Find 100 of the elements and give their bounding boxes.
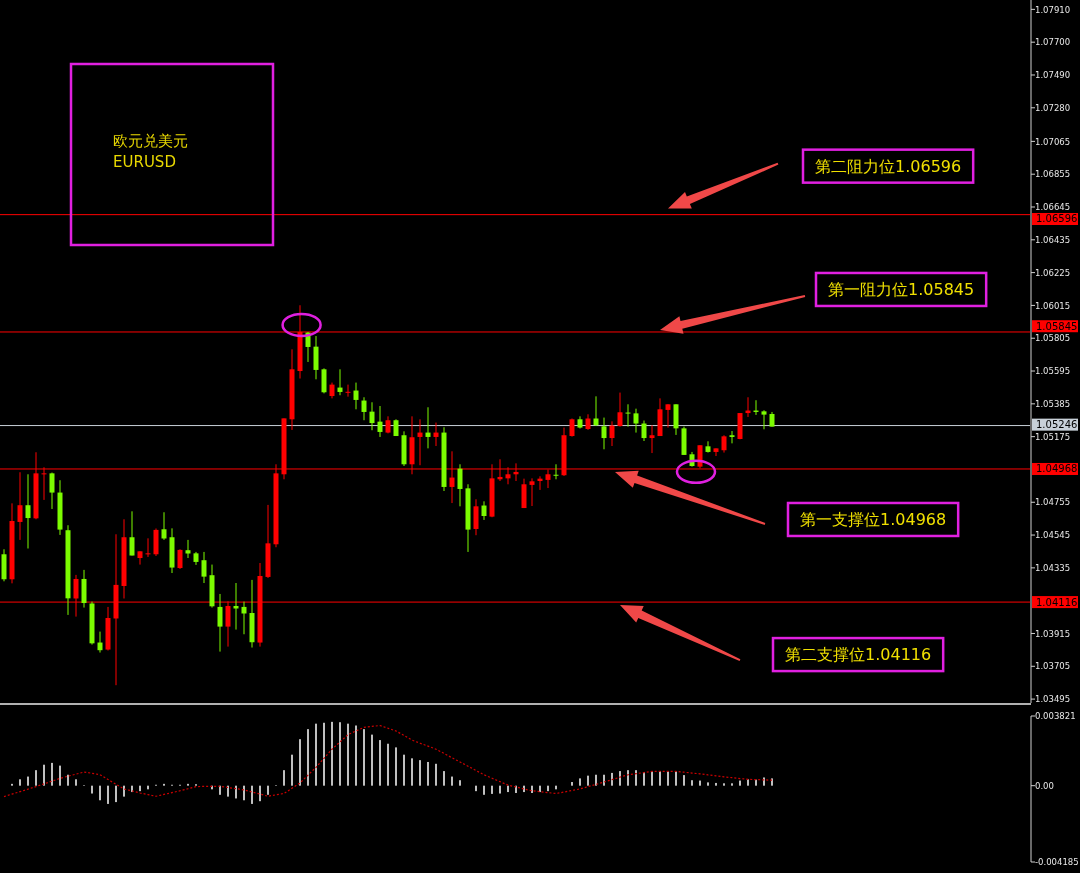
- bar: [259, 785, 261, 802]
- bar: [507, 785, 509, 793]
- candlestick: [529, 477, 535, 507]
- bar: [43, 764, 45, 786]
- bar: [619, 771, 621, 786]
- candlestick: [425, 406, 431, 449]
- candlestick: [369, 401, 375, 431]
- bar: [691, 780, 693, 786]
- candlestick: [217, 593, 223, 653]
- candlestick: [17, 471, 23, 541]
- bar: [771, 778, 773, 786]
- y-tick-label: 1.04755: [1035, 497, 1071, 508]
- candlestick: [161, 511, 167, 541]
- bar: [499, 785, 501, 794]
- candlestick: [185, 539, 191, 559]
- candlestick: [697, 444, 703, 469]
- bar: [675, 771, 677, 786]
- annotation: 第二阻力位1.06596: [815, 156, 962, 176]
- ref-label: 1.04116: [1036, 596, 1078, 608]
- bar: [347, 723, 349, 786]
- candlestick: [601, 417, 607, 450]
- title: 欧元兑美元: [113, 132, 188, 150]
- bar: [291, 754, 293, 786]
- bar: [419, 760, 421, 786]
- candlestick: [73, 574, 79, 618]
- bar: [115, 785, 117, 803]
- ref-label: 1.04968: [1036, 463, 1078, 475]
- annotation: 第一支撑位1.04968: [800, 510, 947, 529]
- candlestick: [97, 631, 103, 654]
- candlestick: [353, 382, 359, 410]
- y-tick-label: 1.06855: [1035, 169, 1071, 180]
- bar: [283, 770, 285, 786]
- annotation: 第二支撑位1.04116: [785, 645, 932, 665]
- candlestick: [137, 550, 143, 566]
- bar: [403, 754, 405, 786]
- bar: [683, 775, 685, 786]
- bar: [659, 771, 661, 786]
- bar: [699, 780, 701, 786]
- candlestick: [129, 510, 135, 557]
- bar: [51, 762, 53, 786]
- ref-label: 1.05246: [1036, 419, 1078, 431]
- bar: [603, 774, 605, 786]
- candlestick: [201, 551, 207, 584]
- candlestick: [665, 403, 671, 429]
- y-tick-label: 1.03915: [1035, 628, 1071, 639]
- bar: [355, 725, 357, 786]
- y-tick-label: 1.07065: [1035, 136, 1071, 147]
- candlestick: [457, 463, 463, 507]
- y-tick-label: 1.07700: [1035, 37, 1071, 48]
- candlestick: [505, 466, 511, 485]
- bar: [267, 785, 269, 795]
- y-tick-label: 1.05595: [1035, 366, 1071, 377]
- bar: [139, 785, 141, 792]
- bar: [363, 729, 365, 786]
- candlestick: [545, 469, 551, 489]
- bar: [627, 770, 629, 786]
- candlestick: [145, 537, 151, 558]
- bar: [763, 777, 765, 786]
- bar: [315, 723, 317, 786]
- bar: [251, 785, 253, 804]
- bar: [371, 734, 373, 786]
- bar: [707, 782, 709, 786]
- bar: [331, 721, 333, 786]
- bar: [475, 785, 477, 792]
- candlestick: [641, 420, 647, 442]
- y-tick-label: 1.07280: [1035, 102, 1071, 113]
- bar: [611, 772, 613, 786]
- bar: [379, 740, 381, 786]
- candlestick: [225, 600, 231, 648]
- bar: [435, 763, 437, 786]
- y-tick-label: 1.05175: [1035, 431, 1071, 442]
- bar: [75, 779, 77, 786]
- bar: [107, 785, 109, 804]
- bar: [427, 761, 429, 786]
- bar: [323, 722, 325, 786]
- bar: [395, 747, 397, 786]
- y-tick-label: 1.06015: [1035, 300, 1071, 311]
- candlestick: [41, 466, 47, 501]
- y-tick-label: 1.07490: [1035, 70, 1071, 81]
- candlestick: [361, 396, 367, 421]
- bar: [451, 776, 453, 786]
- y-tick-label: 1.03705: [1035, 661, 1071, 672]
- candlestick: [321, 367, 327, 394]
- bar: [243, 785, 245, 801]
- candlestick: [729, 430, 735, 444]
- candlestick: [241, 601, 247, 635]
- bar: [19, 779, 21, 786]
- y-tick-label: 1.07910: [1035, 4, 1071, 15]
- y-tick-label: -0.004185: [1035, 857, 1079, 868]
- bar: [91, 785, 93, 794]
- y-tick-label: 1.06645: [1035, 202, 1071, 213]
- candlestick: [481, 500, 487, 521]
- bar: [723, 783, 725, 786]
- candlestick: [625, 403, 631, 428]
- bar: [547, 785, 549, 792]
- bar: [747, 779, 749, 786]
- candlestick: [49, 472, 55, 510]
- bar: [387, 743, 389, 786]
- bar: [667, 771, 669, 786]
- candlestick: [377, 405, 383, 438]
